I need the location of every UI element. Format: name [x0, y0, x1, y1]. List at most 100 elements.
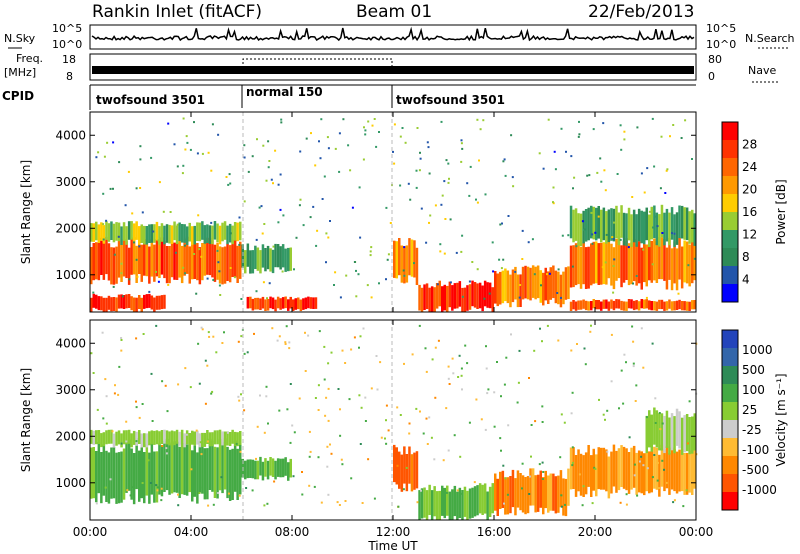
colorbar-swatch: [722, 492, 738, 511]
data-speck: [408, 422, 411, 425]
data-cell: [168, 431, 171, 446]
data-speck: [510, 134, 513, 137]
data-cell: [441, 286, 444, 312]
data-speck: [546, 324, 549, 327]
data-cell: [393, 444, 396, 483]
data-speck: [397, 505, 400, 508]
colorbar-tick-label: 1000: [742, 343, 773, 357]
data-cell: [183, 224, 186, 243]
data-cell: [506, 270, 510, 304]
data-speck: [277, 183, 280, 186]
data-cell: [226, 225, 229, 245]
data-speck: [527, 241, 530, 244]
data-cell: [158, 226, 161, 245]
data-speck: [433, 458, 436, 461]
data-cell: [231, 448, 234, 500]
data-cell: [496, 273, 499, 307]
data-cell: [132, 297, 136, 312]
data-speck: [301, 471, 303, 473]
data-speck: [218, 284, 221, 287]
data-speck: [259, 394, 261, 397]
data-speck: [323, 175, 326, 178]
data-cell: [552, 473, 555, 511]
data-cell: [193, 445, 196, 497]
data-speck: [263, 504, 266, 507]
data-cell: [516, 274, 520, 308]
data-speck: [238, 494, 241, 497]
data-cell: [150, 443, 154, 495]
data-speck: [327, 362, 330, 365]
data-cell: [251, 298, 255, 311]
data-speck: [449, 281, 452, 284]
data-speck: [345, 274, 348, 277]
data-cell: [645, 449, 648, 492]
data-speck: [177, 504, 180, 507]
data-cell: [175, 429, 179, 444]
data-speck: [594, 468, 597, 470]
data-speck: [571, 391, 574, 394]
data-speck: [539, 327, 541, 330]
data-cell: [488, 486, 492, 517]
data-speck: [124, 204, 127, 207]
data-speck: [182, 117, 185, 120]
data-speck: [359, 443, 362, 445]
data-speck: [114, 384, 116, 387]
data-cell: [572, 447, 575, 489]
data-speck: [457, 376, 460, 378]
data-cell: [655, 410, 659, 448]
data-speck: [448, 383, 451, 385]
data-cell: [246, 243, 250, 267]
data-cell: [183, 433, 186, 448]
data-speck: [442, 459, 445, 462]
data-speck: [195, 292, 198, 295]
velocity-panel: 1000 2000 3000 4000 00:00 04:00 08:00 12:00 16:…: [19, 319, 788, 539]
data-cell: [117, 430, 121, 445]
data-speck: [289, 441, 292, 444]
data-speck: [604, 261, 607, 264]
nave-tick-bottom: 0: [708, 70, 715, 83]
data-speck: [176, 165, 179, 168]
data-speck: [434, 346, 437, 349]
data-speck: [385, 404, 388, 407]
x-tick-label: 00:00: [679, 525, 714, 539]
data-speck: [112, 187, 114, 190]
data-cell: [173, 221, 176, 241]
data-cell: [314, 297, 318, 309]
data-speck: [260, 205, 263, 208]
data-speck: [351, 206, 354, 209]
y-tick-label: 1000: [55, 476, 86, 490]
data-cell: [483, 280, 487, 307]
data-cell: [188, 222, 191, 242]
data-speck: [262, 281, 265, 284]
data-speck: [164, 384, 167, 387]
data-cell: [183, 443, 186, 495]
data-speck: [104, 378, 107, 381]
data-speck: [473, 481, 476, 484]
colorbar-frame: [721, 329, 739, 511]
data-cell: [110, 429, 113, 444]
data-speck: [286, 408, 289, 411]
noise-right-tick-top: 10^5: [706, 22, 736, 35]
data-cell: [640, 210, 643, 244]
data-speck: [237, 395, 240, 398]
data-speck: [183, 244, 186, 247]
data-speck: [542, 471, 545, 473]
data-cell: [208, 438, 212, 490]
data-cell: [683, 207, 686, 240]
data-speck: [198, 248, 201, 251]
data-speck: [229, 232, 232, 235]
data-cell: [231, 239, 234, 277]
data-speck: [582, 228, 585, 231]
data-speck: [593, 466, 596, 469]
data-cell: [130, 237, 133, 275]
data-cell: [542, 272, 545, 306]
data-speck: [415, 186, 418, 189]
data-speck: [588, 174, 591, 177]
data-cell: [125, 430, 128, 445]
data-speck: [206, 277, 209, 280]
data-speck: [530, 424, 533, 426]
data-cell: [680, 301, 684, 311]
data-speck: [653, 454, 656, 456]
data-speck: [503, 383, 506, 386]
data-cell: [92, 243, 95, 281]
